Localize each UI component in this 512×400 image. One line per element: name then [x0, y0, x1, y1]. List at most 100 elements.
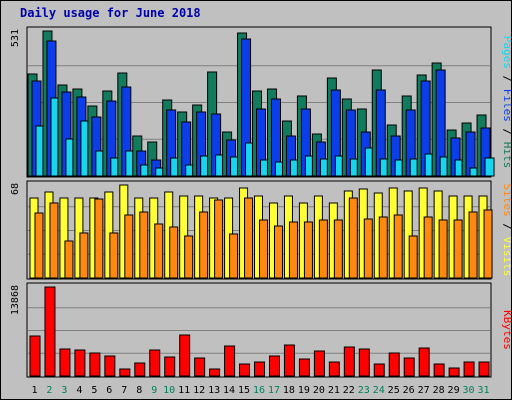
x-tick-label: 25	[388, 385, 400, 396]
bar-sites	[318, 219, 328, 279]
side-label-part: Sites	[501, 184, 511, 217]
x-tick-label: 26	[403, 385, 415, 396]
bar-kbytes	[149, 349, 161, 377]
bar-kbytes	[194, 357, 206, 377]
x-tick-label: 28	[433, 385, 445, 396]
bar-kbytes	[373, 363, 385, 377]
bar-sites	[94, 198, 104, 279]
bar-kbytes	[478, 361, 490, 377]
side-label-part: /	[501, 122, 511, 142]
bar-sites	[393, 214, 403, 279]
bar-sites	[273, 225, 283, 279]
bar-sites	[109, 232, 119, 279]
bar-kbytes	[328, 361, 340, 377]
x-tick-label: 23	[358, 385, 370, 396]
bar-sites	[348, 197, 358, 279]
bar-kbytes	[104, 355, 116, 377]
bar-kbytes	[268, 355, 280, 377]
x-tick-label: 21	[328, 385, 340, 396]
side-label-part: Files	[501, 89, 511, 122]
side-label-part: Pages	[501, 36, 511, 69]
bar-kbytes	[463, 361, 475, 377]
bar-visits	[59, 197, 69, 279]
x-tick-label: 4	[76, 385, 82, 396]
bar-kbytes	[74, 349, 86, 377]
bar-sites	[199, 211, 209, 279]
bar-sites	[169, 226, 179, 279]
side-label-part: /	[501, 69, 511, 89]
side-label-top: Pages / Files / Hits	[501, 36, 511, 169]
bar-kbytes	[119, 368, 131, 377]
bar-sites	[34, 212, 44, 279]
bar-kbytes	[403, 357, 415, 377]
bar-kbytes	[298, 358, 310, 377]
bar-sites	[483, 209, 493, 279]
x-tick-label: 16	[253, 385, 265, 396]
y-max-label: 68	[10, 183, 21, 195]
x-tick-label: 13	[208, 385, 220, 396]
x-tick-label: 11	[178, 385, 190, 396]
bar-kbytes	[358, 348, 370, 377]
bar-sites	[244, 197, 254, 279]
bar-sites	[468, 211, 478, 279]
x-tick-label: 24	[373, 385, 385, 396]
bar-sites	[363, 218, 373, 279]
x-tick-label: 5	[91, 385, 97, 396]
bar-sites	[154, 223, 164, 279]
x-tick-label: 22	[343, 385, 355, 396]
x-tick-label: 29	[448, 385, 460, 396]
bar-sites	[423, 216, 433, 279]
x-tick-label: 7	[121, 385, 127, 396]
x-tick-label: 1	[31, 385, 37, 396]
side-label-part: /	[501, 217, 511, 237]
bar-kbytes	[418, 347, 430, 377]
bar-sites	[79, 232, 89, 279]
bar-sites	[259, 219, 269, 279]
x-tick-label: 17	[268, 385, 280, 396]
bar-kbytes	[164, 356, 176, 377]
bar-sites	[229, 233, 239, 279]
bar-kbytes	[448, 367, 460, 377]
bar-kbytes	[89, 352, 101, 377]
bar-sites	[333, 219, 343, 279]
bar-sites	[214, 199, 224, 279]
bar-sites	[64, 240, 74, 279]
x-tick-label: 6	[106, 385, 112, 396]
bar-kbytes	[433, 363, 445, 377]
bar-kbytes	[283, 344, 295, 377]
x-tick-label: 10	[163, 385, 175, 396]
x-tick-label: 2	[46, 385, 52, 396]
x-tick-label: 30	[463, 385, 475, 396]
bar-kbytes	[29, 335, 41, 377]
side-label-part: Visits	[501, 237, 511, 277]
x-tick-label: 20	[313, 385, 325, 396]
bar-kbytes	[254, 361, 266, 377]
x-tick-label: 8	[136, 385, 142, 396]
side-label-middle: Sites / Visits	[501, 184, 511, 277]
x-tick-label: 31	[477, 385, 489, 396]
x-tick-label: 12	[193, 385, 205, 396]
x-tick-label: 27	[418, 385, 430, 396]
chart-title: Daily usage for June 2018	[20, 6, 201, 20]
x-tick-label: 9	[151, 385, 157, 396]
x-tick-label: 19	[298, 385, 310, 396]
bar-sites	[49, 202, 59, 279]
side-label-part: KBytes	[501, 310, 511, 350]
bar-sites	[378, 216, 388, 279]
bar-sites	[124, 214, 134, 279]
x-tick-label: 14	[223, 385, 235, 396]
bar-kbytes	[239, 363, 251, 377]
x-tick-label: 15	[238, 385, 250, 396]
bar-kbytes	[59, 348, 71, 377]
side-label-part: Hits	[501, 142, 511, 169]
bar-sites	[288, 221, 298, 279]
bar-kbytes	[313, 350, 325, 377]
bar-visits	[403, 190, 413, 279]
bar-sites	[139, 211, 149, 279]
bar-pages	[484, 157, 495, 177]
bar-kbytes	[134, 362, 146, 377]
bar-sites	[408, 235, 418, 279]
bar-kbytes	[209, 368, 221, 377]
